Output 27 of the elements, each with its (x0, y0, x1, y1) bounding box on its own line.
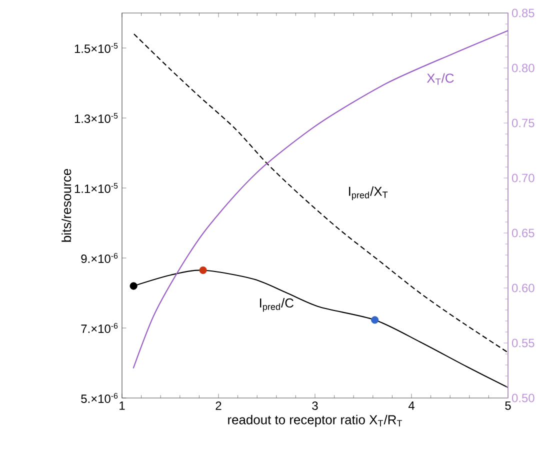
point (199, 266, 207, 274)
y2-tick-label: 0.65 (512, 228, 534, 238)
x-tick-label: 4 (408, 402, 414, 410)
x-tick-label: 1 (120, 402, 125, 410)
y2-tick-label: 0.75 (512, 118, 534, 128)
y-tick-label: 9.×10$^{-6}$ (81, 252, 118, 263)
y-tick-label: 7.×10$^{-6}$ (81, 322, 118, 333)
series-label: I$_{pred}$/C (260, 298, 294, 312)
point (130, 282, 138, 290)
x-tick-label: 5 (505, 402, 511, 410)
y-tick-label: 5.×10$^{-6}$ (81, 392, 118, 403)
x-tick-label: 2 (216, 402, 222, 410)
y-axis-title: bits/resource (62, 169, 72, 242)
y2-tick-label: 0.85 (512, 8, 534, 18)
y-tick-label: 1.1×10$^{-5}$ (74, 183, 118, 193)
point (371, 316, 379, 324)
y2-tick-label: 0.50 (512, 394, 534, 402)
series-label: X$_{T}$/C (426, 73, 454, 85)
y2-tick-label: 0.70 (512, 174, 534, 182)
y2-tick-label: 0.55 (512, 338, 534, 348)
x-axis-title: readout to receptor ratio X$_{T}$/R$_{T}$ (228, 414, 402, 427)
y2-tick-label: 0.60 (512, 284, 534, 292)
y2-tick-label: 0.80 (512, 64, 534, 72)
text: I$_{pred}$/X$_{T}$ (349, 186, 388, 200)
y-tick-label: 1.3×10$^{-5}$ (74, 113, 118, 123)
x-tick-label: 3 (312, 402, 318, 410)
y-tick-label: 1.5×10$^{-5}$ (74, 43, 118, 53)
